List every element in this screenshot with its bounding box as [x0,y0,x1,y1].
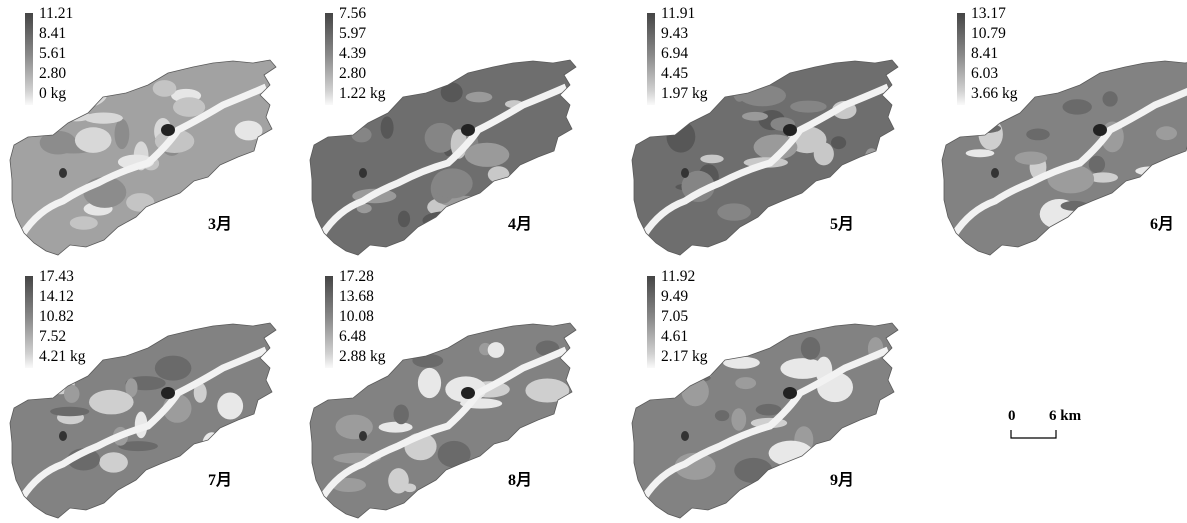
legend-label: 2.17 kg [661,348,708,365]
legend-label: 6.94 [661,45,689,62]
yield-map [631,322,899,519]
legend-label: 6.03 [971,65,999,82]
legend-label: 2.80 [39,65,67,82]
legend-label: 0 kg [39,85,67,102]
legend-color-ramp [957,13,965,105]
legend-label: 5.97 [339,25,367,42]
legend-label: 8.41 [971,45,999,62]
legend-label: 2.88 kg [339,348,386,365]
legend-label: 5.61 [39,45,67,62]
legend-label: 4.61 [661,328,689,345]
yield-map [309,59,577,256]
color-legend: 11.91 9.43 6.94 4.45 1.97 kg [630,5,740,107]
scale-end-label: 6 km [1049,408,1082,424]
legend-label: 11.91 [661,5,696,22]
month-label: 6月 [1150,216,1175,233]
map-panel: 13.17 10.79 8.41 6.03 3.66 kg 6月 [940,5,1187,260]
yield-map [309,322,577,519]
month-label: 5月 [830,216,855,233]
legend-color-ramp [647,13,655,105]
legend-label: 7.56 [339,5,367,22]
legend-label: 3.66 kg [971,85,1018,102]
legend-label: 17.43 [39,268,74,285]
month-label: 4月 [508,216,533,233]
scale-bar: 0 6 km [1008,408,1108,448]
color-legend: 11.21 8.41 5.61 2.80 0 kg [8,5,118,107]
legend-label: 11.21 [39,5,74,22]
yield-map [631,59,899,256]
month-label: 9月 [830,472,855,489]
legend-label: 4.21 kg [39,348,86,365]
map-panel: 7.56 5.97 4.39 2.80 1.22 kg 4月 [308,5,598,260]
color-legend: 11.92 9.49 7.05 4.61 2.17 kg [630,268,740,370]
legend-label: 7.52 [39,328,67,345]
month-label: 7月 [208,472,233,489]
legend-label: 10.82 [39,308,74,325]
legend-label: 10.08 [339,308,374,325]
color-legend: 17.28 13.68 10.08 6.48 2.88 kg [308,268,418,370]
legend-label: 14.12 [39,288,74,305]
month-label: 8月 [508,472,533,489]
legend-label: 13.17 [971,5,1006,22]
legend-color-ramp [647,276,655,368]
legend-label: 13.68 [339,288,374,305]
legend-label: 9.49 [661,288,689,305]
legend-color-ramp [325,13,333,105]
map-panel: 17.28 13.68 10.08 6.48 2.88 kg 8月 [308,268,598,523]
map-panel: 11.21 8.41 5.61 2.80 0 kg 3月 [8,5,298,260]
legend-label: 2.80 [339,65,367,82]
yield-map [941,60,1187,256]
color-legend: 7.56 5.97 4.39 2.80 1.22 kg [308,5,418,107]
legend-label: 7.05 [661,308,689,325]
yield-map [9,322,277,519]
color-legend: 17.43 14.12 10.82 7.52 4.21 kg [8,268,118,370]
legend-label: 1.97 kg [661,85,708,102]
legend-label: 8.41 [39,25,67,42]
legend-label: 4.45 [661,65,689,82]
scale-bar-line [1010,430,1057,439]
scale-start-label: 0 [1008,408,1016,424]
color-legend: 13.17 10.79 8.41 6.03 3.66 kg [940,5,1050,107]
legend-label: 10.79 [971,25,1006,42]
map-panel: 11.92 9.49 7.05 4.61 2.17 kg 9月 [630,268,920,523]
legend-label: 11.92 [661,268,696,285]
legend-label: 17.28 [339,268,374,285]
legend-label: 9.43 [661,25,689,42]
yield-map [9,59,277,256]
map-panel: 17.43 14.12 10.82 7.52 4.21 kg 7月 [8,268,298,523]
map-panel: 11.91 9.43 6.94 4.45 1.97 kg 5月 [630,5,920,260]
month-label: 3月 [208,216,233,233]
legend-label: 6.48 [339,328,367,345]
legend-label: 4.39 [339,45,367,62]
legend-color-ramp [325,276,333,368]
legend-label: 1.22 kg [339,85,386,102]
legend-color-ramp [25,276,33,368]
legend-color-ramp [25,13,33,105]
